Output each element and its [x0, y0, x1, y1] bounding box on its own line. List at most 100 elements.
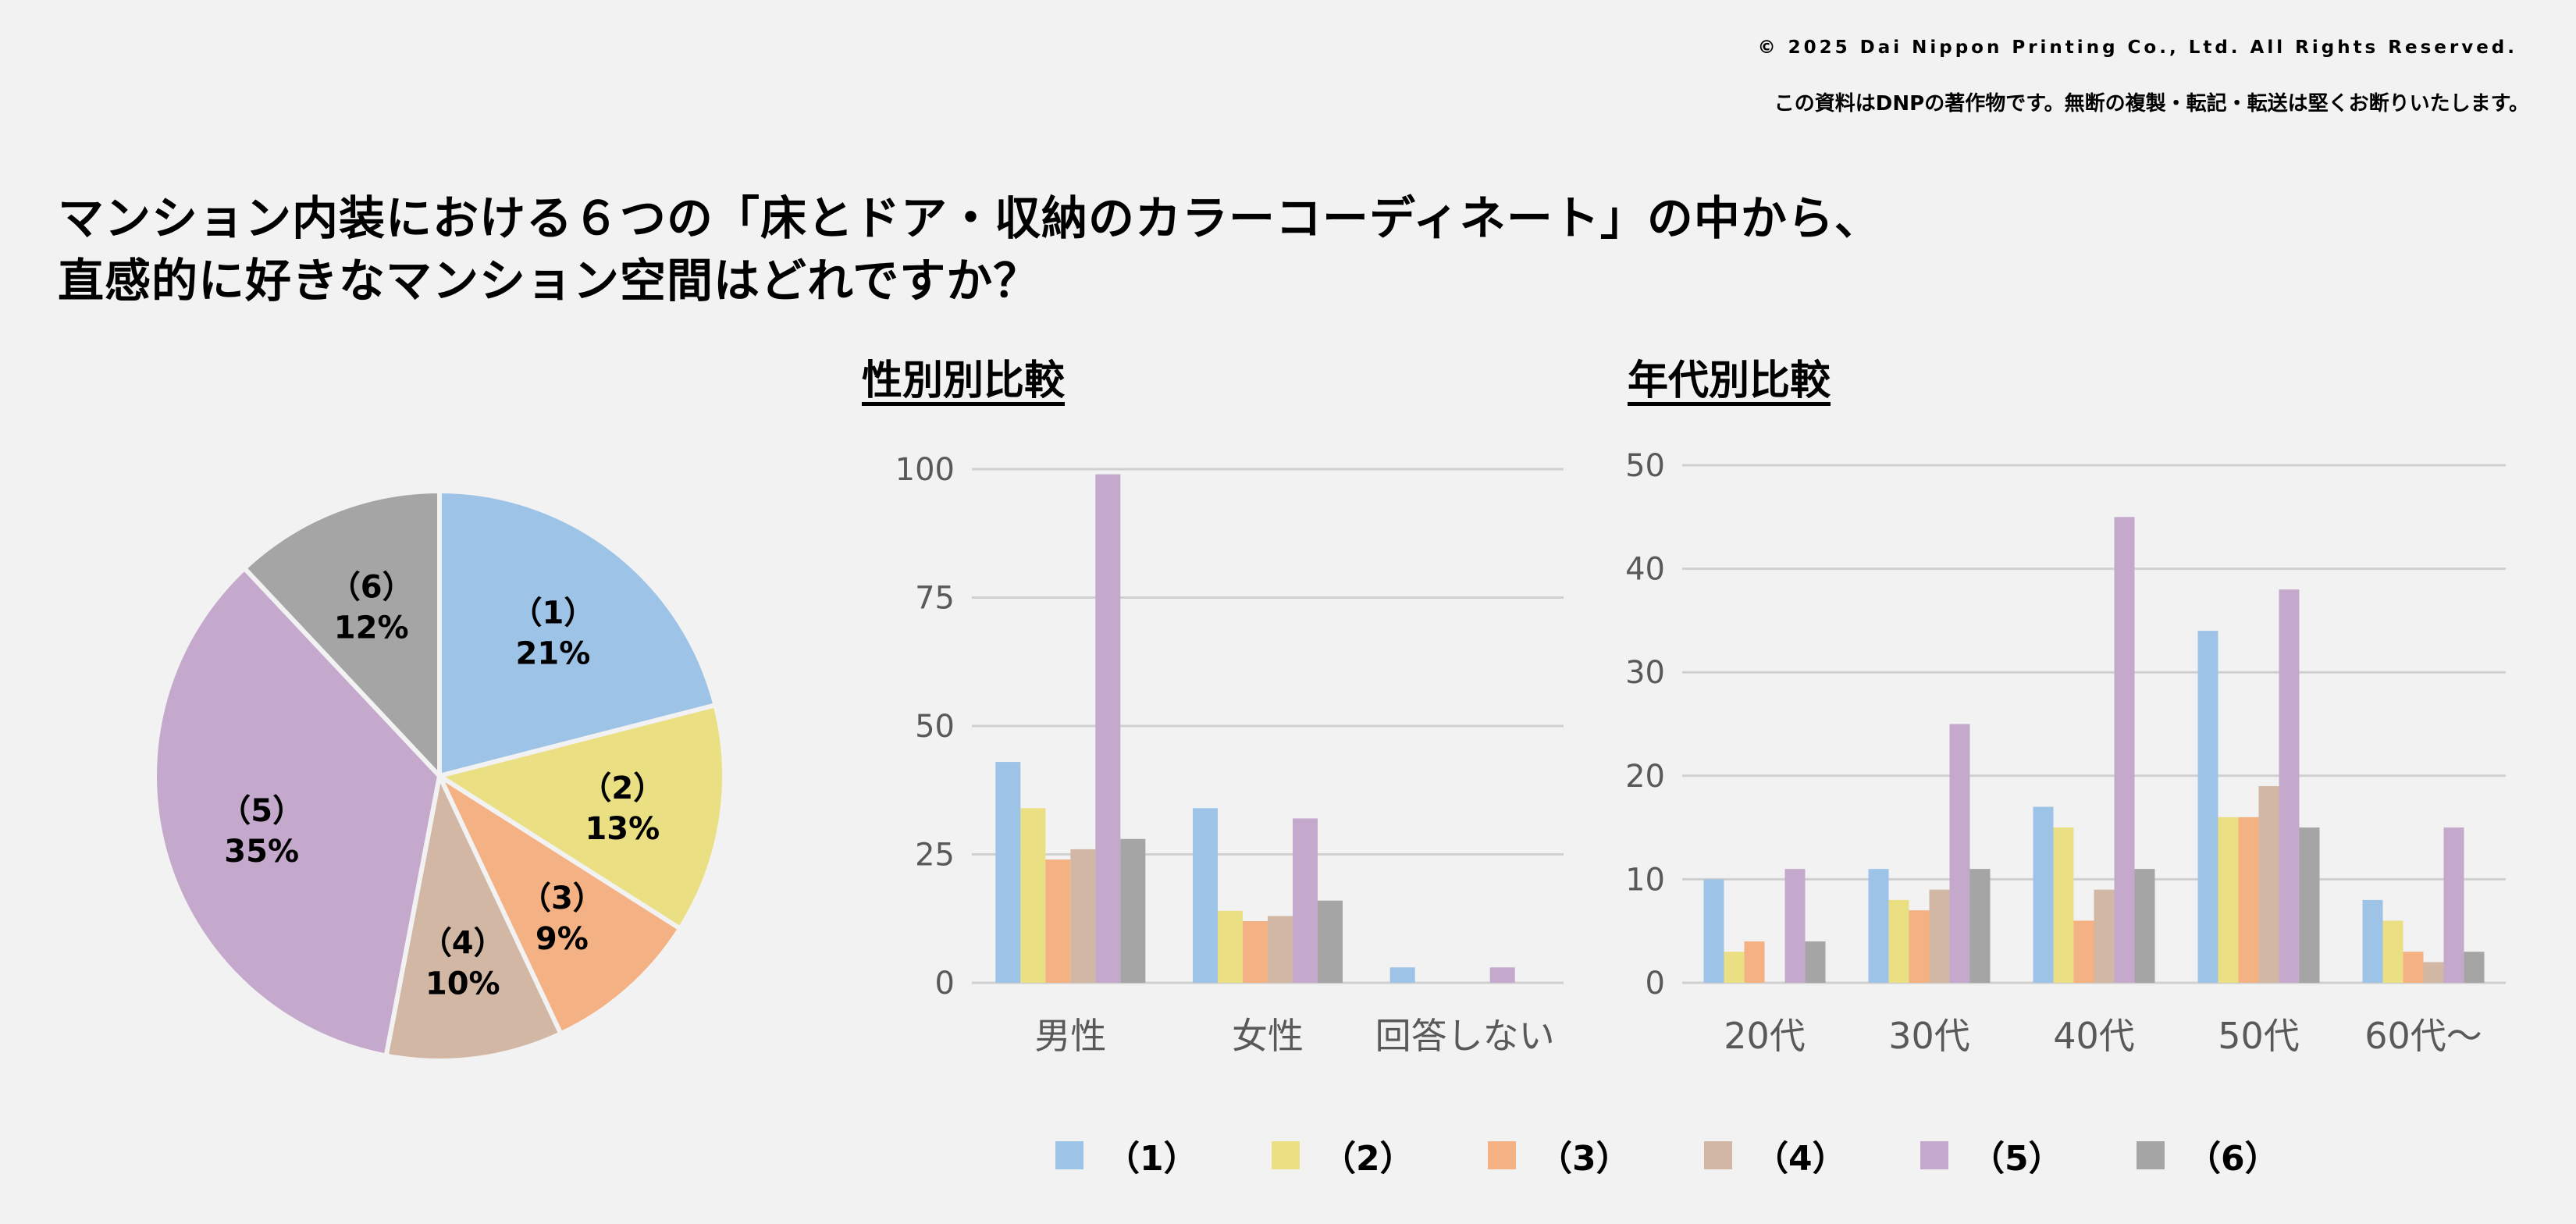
bar: [2299, 827, 2320, 983]
bar: [1888, 899, 1909, 983]
bar: [995, 762, 1021, 983]
bar: [1218, 910, 1243, 983]
legend-item: （5）: [1920, 1130, 2137, 1180]
bar: [1293, 818, 1318, 983]
x-tick-label: 女性: [1232, 1015, 1304, 1057]
y-tick-label: 40: [1625, 552, 1665, 588]
y-tick-label: 30: [1625, 655, 1665, 691]
pie-slice-label: （5）: [219, 793, 304, 829]
bar: [2403, 952, 2424, 983]
bar: [2218, 817, 2239, 983]
pie-slice-label: （2）: [580, 770, 664, 806]
bar: [1070, 849, 1096, 983]
pie-slice: [152, 564, 443, 1059]
pie-slice: [240, 488, 442, 782]
bar: [2362, 899, 2383, 983]
usage-notice: この資料はDNPの著作物です。無断の複製・転記・転送は堅くお断りいたします。: [1774, 92, 2529, 116]
bar: [1045, 859, 1071, 983]
y-tick-label: 50: [915, 709, 955, 745]
bar: [2114, 517, 2135, 983]
pie-slice-label: （3）: [520, 881, 604, 916]
pie-slice: [433, 702, 727, 932]
bar: [1243, 921, 1268, 983]
x-tick-label: 男性: [1034, 1015, 1106, 1057]
bar: [2033, 806, 2054, 983]
bar: [1389, 967, 1415, 983]
y-tick-label: 50: [1625, 448, 1665, 484]
x-tick-label: 50代: [2218, 1015, 2300, 1057]
legend-item: （3）: [1488, 1130, 1704, 1180]
y-tick-label: 100: [895, 452, 955, 488]
legend-swatch: [1920, 1141, 1948, 1169]
pie-percent-label: 10%: [425, 966, 500, 1002]
y-tick-label: 75: [915, 581, 955, 617]
bar: [1949, 724, 1970, 983]
legend-item: （4）: [1704, 1130, 1920, 1180]
legend-label: （5）: [1970, 1139, 2063, 1179]
title-line-2: 直感的に好きなマンション空間はどれですか？: [58, 254, 1041, 308]
gender-chart-title: 性別別比較: [862, 358, 1066, 404]
pie-slice-label: （6）: [329, 569, 414, 605]
x-tick-label: 20代: [1724, 1015, 1806, 1057]
page-title: マンション内装における６つの「床とドア・収納のカラーコーディネート」の中から、 …: [58, 187, 1881, 312]
bar: [1969, 869, 1991, 983]
bar: [2279, 589, 2300, 983]
legend-item: （2）: [1272, 1130, 1488, 1180]
bar: [2258, 786, 2279, 983]
pie-slice: [437, 488, 719, 779]
y-tick-label: 25: [915, 838, 955, 874]
legend-label: （2）: [1322, 1139, 1414, 1179]
bar: [1318, 900, 1343, 983]
y-tick-label: 10: [1625, 862, 1665, 898]
bar: [1909, 910, 1930, 983]
legend-swatch: [1272, 1141, 1300, 1169]
pie-slice: [433, 769, 684, 1037]
bar: [2134, 869, 2155, 983]
bar: [2238, 817, 2259, 983]
bar: [2464, 952, 2485, 983]
legend-label: （4）: [1754, 1139, 1847, 1179]
copyright-notice: © 2025 Dai Nippon Printing Co., Ltd. All…: [1757, 37, 2517, 58]
bar: [1744, 941, 1765, 983]
bar: [2423, 962, 2444, 983]
bar: [2443, 827, 2464, 983]
bar: [1805, 941, 1826, 983]
x-tick-label: 60代〜: [2364, 1015, 2482, 1057]
legend-item: （1）: [1055, 1130, 1272, 1180]
pie-slice-label: （4）: [421, 925, 505, 961]
pie-percent-label: 35%: [224, 834, 299, 870]
age-chart-title: 年代別比較: [1628, 358, 1831, 404]
bar: [2094, 889, 2115, 983]
bar: [1020, 808, 1046, 983]
pie-slice-label: （1）: [511, 596, 595, 632]
title-line-1: マンション内装における６つの「床とドア・収納のカラーコーディネート」の中から、: [58, 191, 1881, 245]
legend-swatch: [1488, 1141, 1516, 1169]
bar: [2382, 920, 2403, 983]
bar: [1268, 916, 1293, 983]
bar: [1120, 838, 1146, 983]
pie-percent-label: 9%: [535, 921, 589, 957]
x-tick-label: 30代: [1888, 1015, 1970, 1057]
legend: （1） （2） （3） （4） （5） （6）: [1055, 1130, 2353, 1180]
legend-label: （3）: [1538, 1139, 1631, 1179]
bar: [1095, 474, 1121, 983]
y-tick-label: 0: [935, 966, 955, 1002]
pie-slice: [383, 768, 564, 1063]
pie-percent-label: 12%: [334, 610, 409, 646]
bar: [2197, 631, 2218, 983]
legend-label: （6）: [2186, 1139, 2279, 1179]
bar: [2053, 827, 2074, 983]
bar: [2073, 920, 2094, 983]
legend-swatch: [1704, 1141, 1732, 1169]
legend-swatch: [1055, 1141, 1083, 1169]
legend-swatch: [2137, 1141, 2165, 1169]
bar: [1784, 869, 1806, 983]
pie-percent-label: 13%: [585, 811, 660, 847]
x-tick-label: 40代: [2053, 1015, 2135, 1057]
bar: [1703, 879, 1724, 983]
legend-label: （1）: [1105, 1139, 1198, 1179]
legend-item: （6）: [2137, 1130, 2353, 1180]
